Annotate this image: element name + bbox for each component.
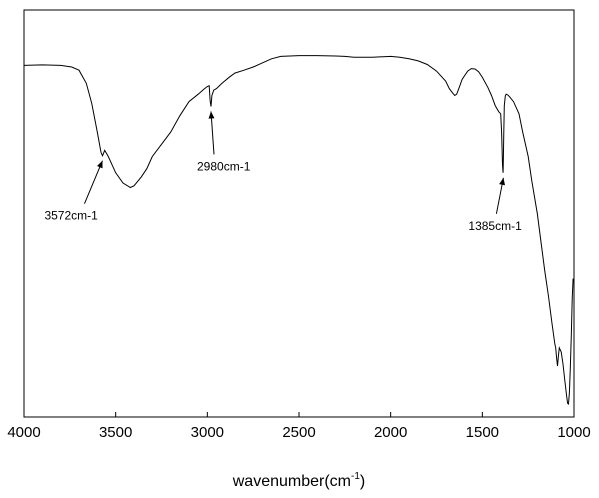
peak-annotations: 3572cm-1 2980cm-1 1385cm-1 (44, 111, 522, 233)
annotation-label: 3572cm-1 (44, 209, 98, 223)
x-tick-label-4000: 4000 (7, 424, 40, 441)
annotation-arrow-head (208, 111, 215, 119)
x-tick-label-2500: 2500 (282, 424, 315, 441)
annotation-arrow-head (96, 160, 103, 169)
x-axis-title: wavenumber(cm-1) (232, 471, 366, 490)
annotation-label: 1385cm-1 (468, 219, 522, 233)
plot-frame (23, 9, 575, 418)
annotation-1385: 1385cm-1 (468, 177, 522, 233)
annotation-arrow-head (499, 177, 506, 186)
x-tick-label-1500: 1500 (466, 424, 499, 441)
x-axis-title-main: wavenumber(cm (232, 473, 351, 490)
annotation-label: 2980cm-1 (197, 159, 251, 173)
x-tick-label-3000: 3000 (191, 424, 224, 441)
annotation-3572: 3572cm-1 (44, 160, 103, 223)
annotation-arrow-line (84, 160, 103, 204)
x-axis-title-tail: ) (360, 473, 365, 490)
x-axis-title-sup: -1 (351, 471, 360, 482)
annotation-2980: 2980cm-1 (197, 111, 251, 173)
x-tick-label-1000: 1000 (557, 424, 590, 441)
x-tick-label-2000: 2000 (374, 424, 407, 441)
x-tick-label-3500: 3500 (99, 424, 132, 441)
x-axis-tick-labels: 4000 3500 3000 2500 2000 1500 1000 (7, 424, 590, 441)
spectrum-line (23, 55, 574, 406)
annotation-arrow-line (210, 111, 215, 155)
x-axis-ticks (23, 412, 575, 417)
